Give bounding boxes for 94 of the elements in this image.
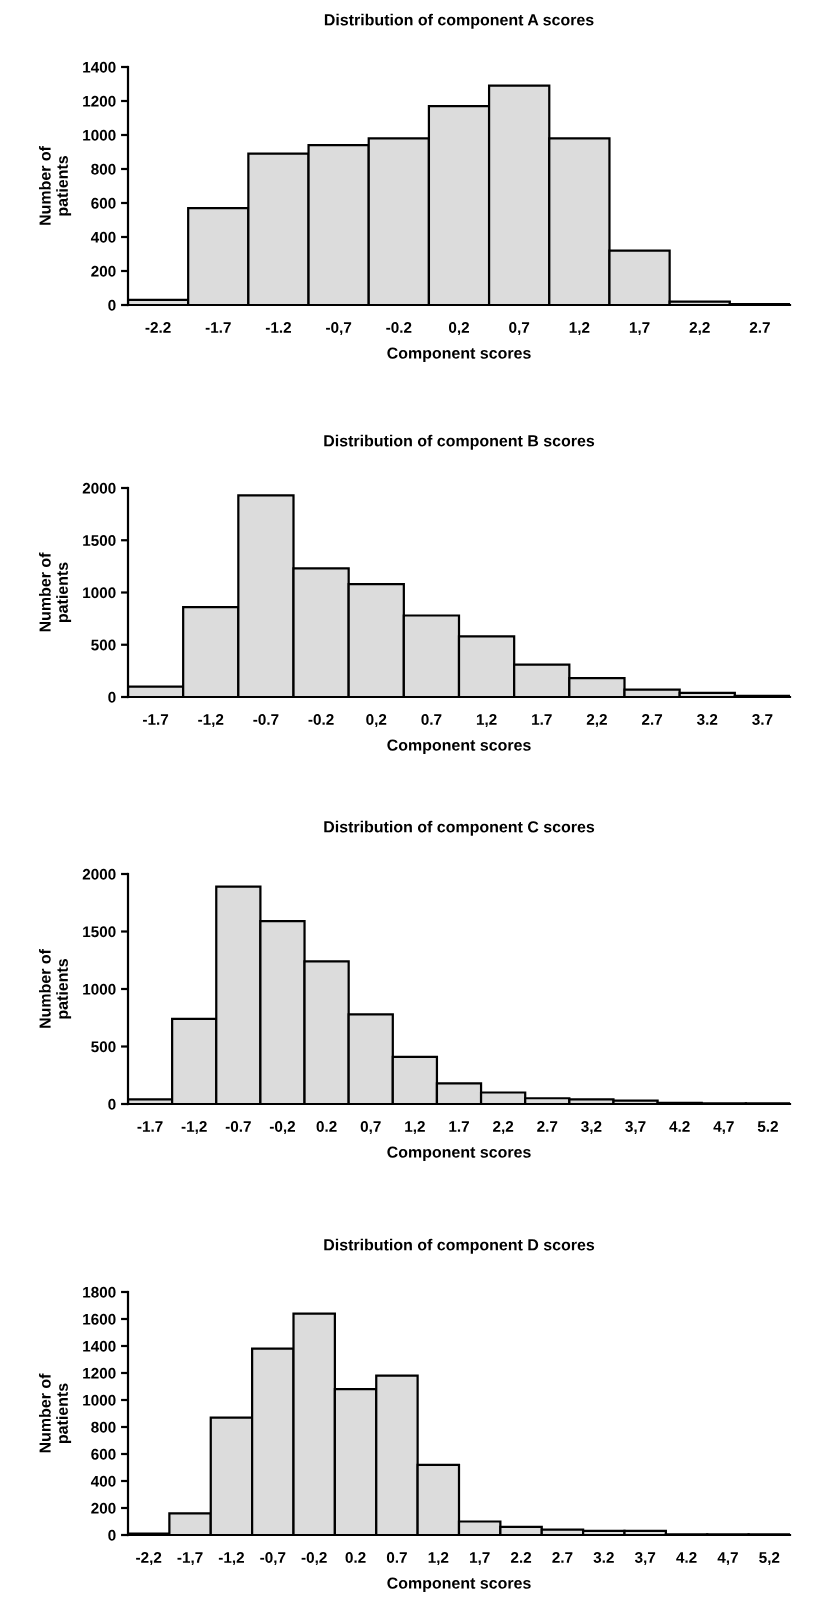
y-tick-label: 400 [90, 231, 116, 243]
y-tick-label: 1200 [83, 95, 116, 107]
x-tick-label: 0,2 [366, 714, 387, 728]
x-tick-label: -0,7 [326, 322, 352, 336]
chart-title: Distribution of component A scores [324, 13, 594, 29]
x-tick-label: 4.2 [676, 1552, 697, 1563]
x-tick-label: 1,7 [470, 1552, 490, 1566]
x-tick-label: 0,7 [360, 1121, 381, 1135]
x-tick-label: -1.7 [205, 322, 231, 333]
x-axis-title: Component scores [387, 1577, 531, 1592]
x-tick-label: 1,2 [405, 1121, 425, 1135]
x-tick-label: 0.7 [421, 714, 442, 725]
y-tick-label: 1400 [83, 1340, 116, 1352]
x-tick-label: 2,2 [586, 714, 607, 728]
y-tick-label: 0 [108, 1098, 116, 1110]
y-tick-label: 1200 [83, 1367, 116, 1379]
y-tick-label: 2000 [82, 868, 116, 880]
y-tick-label: 400 [90, 1475, 116, 1487]
x-tick-label: 2,2 [689, 322, 710, 336]
x-tick-label: -2.2 [145, 322, 171, 333]
x-tick-label: 1,2 [476, 714, 497, 728]
x-tick-label: -1.7 [143, 714, 169, 725]
x-tick-label: -0.2 [308, 714, 334, 725]
y-tick-label: 500 [91, 639, 116, 651]
x-tick-label: 5,2 [759, 1552, 780, 1566]
x-tick-label: 0,7 [509, 322, 530, 336]
x-tick-label: 3,2 [581, 1121, 602, 1135]
x-tick-label: 3,7 [634, 1552, 656, 1566]
x-tick-label: -1.7 [137, 1121, 163, 1132]
x-tick-label: 4.2 [669, 1121, 690, 1132]
x-tick-label: 2.2 [510, 1552, 532, 1563]
x-tick-label: 0,2 [448, 322, 470, 336]
x-tick-label: 2.7 [537, 1121, 558, 1132]
y-axis-title: Number of patients [39, 1373, 72, 1453]
x-tick-label: -1.2 [265, 322, 292, 333]
x-tick-label: -0,7 [260, 1552, 286, 1566]
y-tick-label: 1000 [83, 129, 116, 141]
y-tick-label: 200 [91, 265, 116, 277]
y-tick-label: 1000 [83, 983, 116, 995]
x-tick-label: 3.2 [696, 714, 718, 725]
chart-title: Distribution of component D scores [324, 1238, 595, 1254]
y-tick-label: 2000 [82, 482, 116, 494]
y-tick-label: 600 [91, 1448, 116, 1460]
y-tick-label: 600 [91, 197, 116, 209]
x-tick-label: 2.7 [642, 714, 663, 725]
x-tick-label: 1,2 [569, 322, 590, 336]
x-tick-label: 4,7 [713, 1121, 734, 1135]
x-tick-label: 0.2 [345, 1552, 366, 1563]
y-tick-label: 0 [108, 1529, 116, 1541]
y-tick-label: 500 [91, 1041, 116, 1053]
x-tick-label: -0.2 [386, 322, 412, 333]
y-tick-label: 1800 [83, 1286, 116, 1298]
x-tick-label: 5.2 [757, 1121, 778, 1132]
x-tick-label: 0.2 [316, 1121, 337, 1132]
x-axis-title: Component scores [387, 347, 531, 362]
x-tick-label: -1,7 [177, 1552, 203, 1566]
x-tick-label: 1.7 [449, 1121, 469, 1132]
y-tick-label: 800 [91, 1421, 116, 1433]
y-tick-label: 800 [91, 163, 116, 175]
x-tick-label: -1,2 [181, 1121, 207, 1135]
x-tick-label: -0.7 [225, 1121, 251, 1132]
x-tick-label: -0,2 [269, 1121, 296, 1135]
x-tick-label: 1,2 [428, 1552, 449, 1566]
x-tick-label: 2.7 [749, 322, 770, 333]
y-tick-label: 1000 [83, 587, 116, 599]
x-tick-label: -1,2 [198, 714, 224, 728]
x-tick-label: 2.7 [552, 1552, 573, 1563]
x-tick-label: 3.2 [593, 1552, 614, 1563]
x-tick-label: 3,7 [625, 1121, 646, 1135]
y-tick-label: 0 [108, 299, 116, 311]
x-tick-label: 4,7 [717, 1552, 738, 1566]
chart-title: Distribution of component B scores [324, 434, 595, 450]
chart-title: Distribution of component C scores [324, 820, 595, 836]
x-tick-label: 3.7 [752, 714, 773, 725]
y-tick-label: 1500 [83, 535, 116, 546]
y-axis-title: Number of patients [39, 949, 72, 1028]
y-axis-title: Number of patients [39, 146, 72, 225]
x-tick-label: 1,7 [629, 322, 650, 336]
x-tick-label: -1,2 [218, 1552, 244, 1566]
y-tick-label: 1400 [83, 61, 116, 73]
x-tick-label: 0.7 [386, 1552, 407, 1563]
x-tick-label: -2,2 [136, 1552, 162, 1566]
x-axis-title: Component scores [387, 1146, 531, 1161]
x-tick-label: -0,2 [301, 1552, 327, 1566]
y-axis-title: Number of patients [39, 552, 72, 632]
y-tick-label: 1000 [83, 1394, 116, 1406]
y-tick-label: 1500 [83, 926, 116, 938]
y-tick-label: 1600 [83, 1313, 116, 1325]
x-axis-title: Component scores [387, 739, 531, 754]
x-tick-label: 1.7 [532, 714, 552, 725]
x-tick-label: 2,2 [493, 1121, 514, 1135]
y-tick-label: 200 [91, 1502, 116, 1514]
x-tick-label: -0.7 [253, 714, 279, 725]
y-tick-label: 0 [108, 691, 116, 703]
